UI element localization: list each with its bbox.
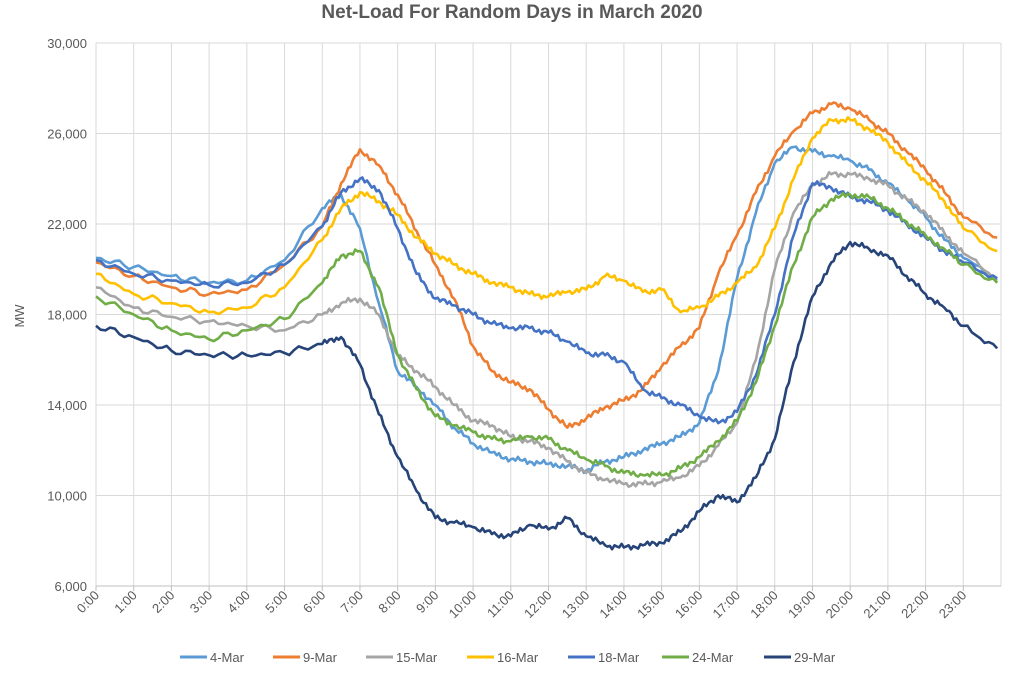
legend-label: 24-Mar: [692, 650, 734, 665]
series-line-9-Mar: [95, 101, 998, 429]
y-axis-label: MW: [12, 304, 27, 328]
series-line-29-Mar: [95, 240, 999, 551]
x-tick-label: 18:00: [747, 588, 781, 622]
x-tick-label: 20:00: [823, 588, 857, 622]
x-tick-label: 3:00: [187, 588, 216, 617]
x-tick-label: 5:00: [262, 588, 291, 617]
x-tick-label: 8:00: [375, 588, 404, 617]
y-tick-label: 26,000: [47, 127, 87, 142]
x-tick-label: 2:00: [149, 588, 178, 617]
x-tick-label: 12:00: [521, 588, 555, 622]
y-tick-label: 22,000: [47, 217, 87, 232]
legend-label: 4-Mar: [210, 650, 245, 665]
series-line-15-Mar: [95, 171, 998, 488]
y-tick-label: 6,000: [54, 579, 87, 594]
x-tick-label: 22:00: [898, 588, 932, 622]
grid: [95, 42, 1002, 587]
y-tick-label: 30,000: [47, 36, 87, 51]
x-tick-label: 16:00: [672, 588, 706, 622]
x-tick-label: 13:00: [559, 588, 593, 622]
x-tick-label: 10:00: [446, 588, 480, 622]
x-tick-label: 11:00: [484, 588, 517, 621]
y-tick-label: 10,000: [47, 489, 87, 504]
legend-label: 29-Mar: [794, 650, 836, 665]
x-tick-label: 4:00: [224, 588, 253, 617]
x-tick-label: 21:00: [860, 588, 894, 622]
x-tick-label: 6:00: [300, 588, 329, 617]
series-line-24-Mar: [95, 191, 999, 478]
legend-label: 16-Mar: [497, 650, 539, 665]
chart-title: Net-Load For Random Days in March 2020: [321, 2, 703, 23]
x-tick-label: 7:00: [338, 588, 367, 617]
legend: 4-Mar 9-Mar 15-Mar 16-Mar 18-Mar 24-Mar 29-Mar: [180, 650, 836, 665]
series-lines: [95, 101, 999, 551]
x-tick-label: 9:00: [413, 588, 442, 617]
legend-label: 15-Mar: [396, 650, 438, 665]
x-tick-label: 14:00: [596, 588, 630, 622]
legend-label: 9-Mar: [303, 650, 338, 665]
y-tick-label: 18,000: [47, 308, 87, 323]
x-tick-label: 19:00: [785, 588, 819, 622]
x-tick-label: 1:00: [111, 588, 140, 617]
series-line-18-Mar: [95, 176, 998, 425]
series-line-16-Mar: [95, 116, 998, 316]
x-tick-label: 17:00: [710, 588, 744, 622]
y-tick-label: 14,000: [47, 398, 87, 413]
x-tick-label: 23:00: [936, 588, 970, 622]
legend-label: 18-Mar: [598, 650, 640, 665]
x-tick-label: 15:00: [634, 588, 668, 622]
